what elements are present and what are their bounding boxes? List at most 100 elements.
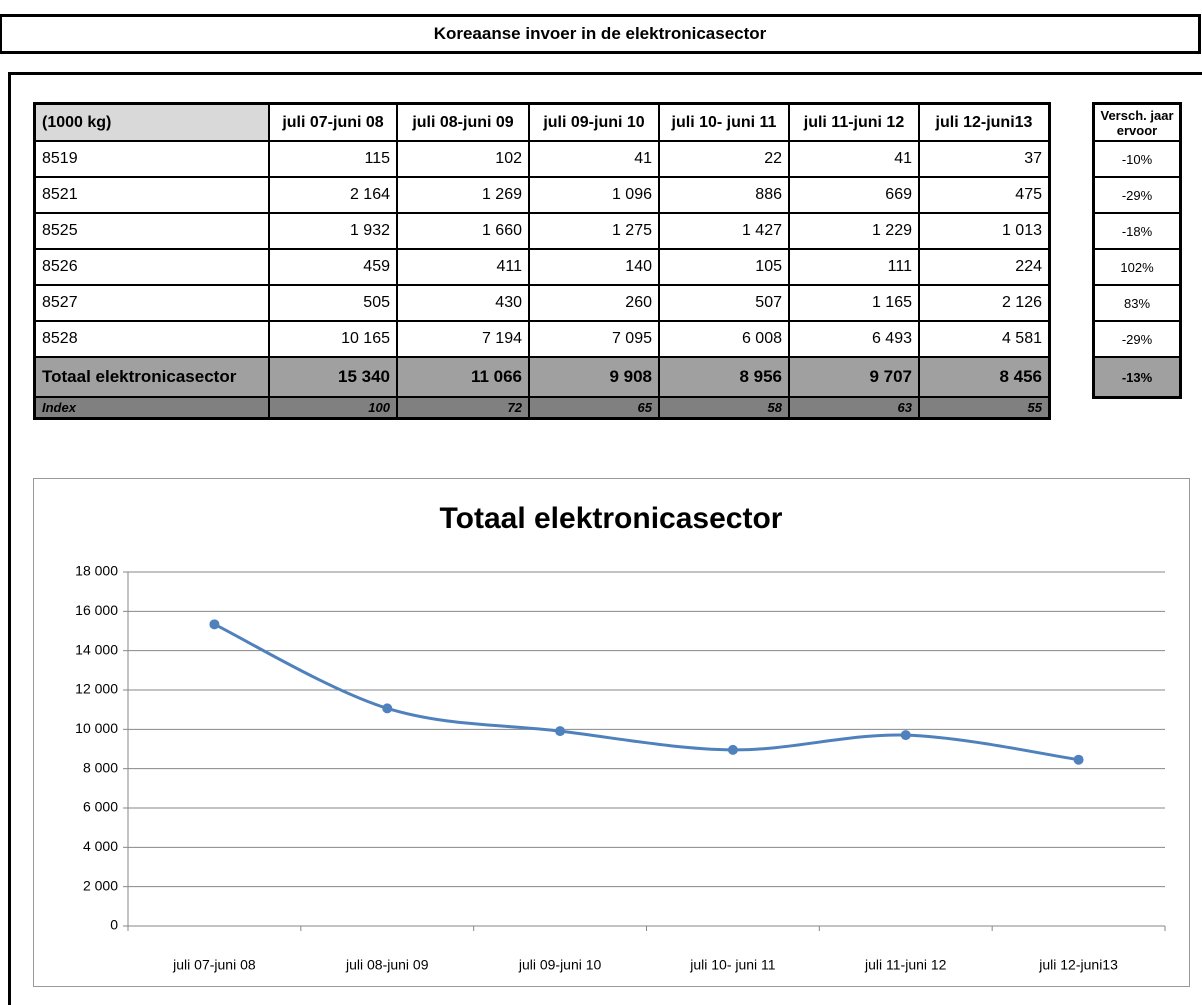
table-cell: juli 08-juni 09: [396, 102, 530, 142]
table-row: -29%: [1092, 176, 1182, 214]
table-cell: 15 340: [268, 356, 398, 398]
table-cell: 41: [528, 140, 660, 178]
table-cell: 72: [396, 396, 530, 420]
table-cell: -18%: [1092, 212, 1182, 250]
table-cell: 260: [528, 284, 660, 322]
y-tick-label: 6 000: [83, 799, 118, 815]
table-cell: 669: [788, 176, 920, 214]
table-cell: -29%: [1092, 320, 1182, 358]
table-cell: 1 269: [396, 176, 530, 214]
table-cell: 9 707: [788, 356, 920, 398]
y-tick-label: 16 000: [75, 602, 118, 618]
y-tick-label: 14 000: [75, 641, 118, 657]
data-point: [1073, 754, 1084, 765]
data-table: (1000 kg) juli 07-juni 08 juli 08-juni 09 j…: [33, 102, 1051, 420]
table-cell: 430: [396, 284, 530, 322]
x-tick-label: juli 07-juni 08: [172, 957, 256, 973]
table-cell: Versch. jaar ervoor: [1092, 102, 1182, 142]
table-cell: 1 165: [788, 284, 920, 322]
table-cell: -13%: [1092, 356, 1182, 399]
table-cell: -10%: [1092, 140, 1182, 178]
y-tick-label: 10 000: [75, 720, 118, 736]
table-cell: 22: [658, 140, 790, 178]
x-tick-label: juli 12-juni13: [1038, 957, 1118, 973]
table-cell: (1000 kg): [33, 102, 270, 142]
table-row: 8526 459 411 140 105 111 224: [33, 248, 1051, 286]
table-cell: 1 427: [658, 212, 790, 250]
table-row: 83%: [1092, 284, 1182, 322]
table-cell: 111: [788, 248, 920, 286]
table-row: Totaal elektronicasector 15 340 11 066 9 90…: [33, 356, 1051, 398]
y-tick-label: 8 000: [83, 759, 118, 775]
table-cell: 102: [396, 140, 530, 178]
table-cell: 7 194: [396, 320, 530, 358]
table-row: 8525 1 932 1 660 1 275 1 427 1 229 1 013: [33, 212, 1051, 250]
table-cell: 2 126: [918, 284, 1051, 322]
data-point: [900, 730, 911, 741]
table-cell: 41: [788, 140, 920, 178]
table-cell: 459: [268, 248, 398, 286]
table-cell: 8528: [33, 320, 270, 358]
table-row: 8527 505 430 260 507 1 165 2 126: [33, 284, 1051, 322]
table-cell: 8526: [33, 248, 270, 286]
table-cell: 63: [788, 396, 920, 420]
chart-title: Totaal elektronicasector: [440, 502, 783, 535]
table-cell: 8521: [33, 176, 270, 214]
table-cell: 1 013: [918, 212, 1051, 250]
table-cell: 100: [268, 396, 398, 420]
x-tick-label: juli 11-juni 12: [864, 957, 947, 973]
table-cell: 10 165: [268, 320, 398, 358]
table-cell: 1 096: [528, 176, 660, 214]
table-cell: 58: [658, 396, 790, 420]
table-cell: 8527: [33, 284, 270, 322]
table-cell: 507: [658, 284, 790, 322]
table-row: Index 100 72 65 58 63 55: [33, 396, 1051, 420]
chart-border: [33, 478, 1190, 987]
data-point: [727, 744, 738, 755]
table-row: 8521 2 164 1 269 1 096 886 669 475: [33, 176, 1051, 214]
table-row: 102%: [1092, 248, 1182, 286]
table-cell: 6 493: [788, 320, 920, 358]
table-cell: 9 908: [528, 356, 660, 398]
table-cell: 7 095: [528, 320, 660, 358]
y-tick-label: 0: [110, 917, 118, 933]
table-cell: 115: [268, 140, 398, 178]
y-tick-label: 12 000: [75, 681, 118, 697]
table-cell: -29%: [1092, 176, 1182, 214]
table-cell: juli 11-juni 12: [788, 102, 920, 142]
table-cell: juli 09-juni 10: [528, 102, 660, 142]
table-cell: 1 229: [788, 212, 920, 250]
table-cell: Totaal elektronicasector: [33, 356, 270, 398]
table-cell: juli 07-juni 08: [268, 102, 398, 142]
y-tick-label: 4 000: [83, 838, 118, 854]
table-cell: 4 581: [918, 320, 1051, 358]
table-row: -10%: [1092, 140, 1182, 178]
data-point: [555, 726, 566, 737]
table-cell: 1 275: [528, 212, 660, 250]
table-row: Versch. jaar ervoor: [1092, 102, 1182, 142]
table-row: (1000 kg) juli 07-juni 08 juli 08-juni 09 j…: [33, 102, 1051, 142]
chart: Totaal elektronicasector 0 2 000 4 000 6 00…: [33, 478, 1190, 987]
table-cell: 11 066: [396, 356, 530, 398]
table-cell: 505: [268, 284, 398, 322]
table-row: 8519 115 102 41 22 41 37: [33, 140, 1051, 178]
change-table: Versch. jaar ervoor -10% -29% -18% 102% 83% -2…: [1092, 102, 1182, 399]
table-cell: 55: [918, 396, 1051, 420]
x-tick-label: juli 10- juni 11: [689, 957, 776, 973]
page-title: Koreaanse invoer in de elektronicasector: [433, 24, 767, 43]
table-cell: 8519: [33, 140, 270, 178]
table-row: -29%: [1092, 320, 1182, 358]
x-tick-label: juli 09-juni 10: [518, 957, 602, 973]
table-cell: 2 164: [268, 176, 398, 214]
table-cell: 411: [396, 248, 530, 286]
table-cell: 224: [918, 248, 1051, 286]
table-cell: juli 12-juni13: [918, 102, 1051, 142]
table-cell: 65: [528, 396, 660, 420]
table-cell: 105: [658, 248, 790, 286]
series-line: [213, 622, 1079, 762]
table-cell: 1 660: [396, 212, 530, 250]
table-cell: juli 10- juni 11: [658, 102, 790, 142]
table-row: -18%: [1092, 212, 1182, 250]
table-cell: 83%: [1092, 284, 1182, 322]
